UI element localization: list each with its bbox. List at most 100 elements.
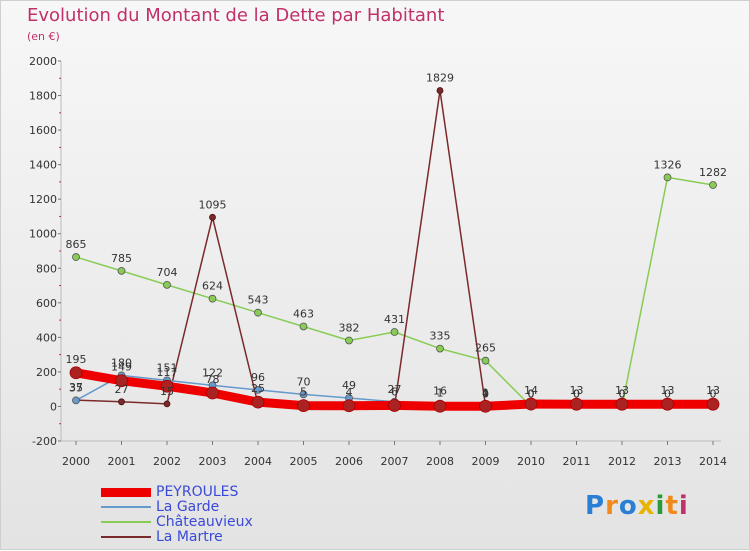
data-point-ch-teauvieux [390,328,399,336]
data-label-la-garde: 49 [342,379,356,392]
data-point-peyroules [115,374,128,388]
data-label-la-martre: 1829 [426,72,454,85]
data-label-la-garde: 27 [388,383,402,396]
y-tick-label: 1000 [29,228,57,241]
data-label-peyroules: 25 [251,382,265,395]
data-label-la-martre: 15 [160,385,174,398]
y-tick-label: -200 [32,435,57,448]
y-tick-label: 200 [36,366,57,379]
data-label-la-garde: 0 [664,387,671,400]
x-tick-label: 2007 [381,455,409,468]
data-point-peyroules [479,399,492,413]
data-point-peyroules [388,399,401,412]
data-point-peyroules [570,397,583,411]
data-label-la-garde: 0 [528,387,535,400]
legend-label: La Martre [156,529,223,545]
data-label-peyroules: 1 [437,386,444,399]
data-label-ch-teauvieux: 382 [339,321,360,334]
data-label-la-martre: 27 [115,383,129,396]
data-point-ch-teauvieux [254,308,262,317]
data-label-peyroules: 4 [346,386,353,399]
data-point-peyroules [342,399,356,413]
data-label-la-garde: 70 [297,375,311,388]
x-tick-label: 2005 [290,455,318,468]
logo-letter: P [585,491,606,521]
data-label-la-martre: 4 [482,387,489,400]
data-label-la-garde: 0 [482,387,489,400]
data-point-peyroules [615,397,629,411]
data-label-la-garde: 151 [157,361,178,374]
data-label-la-garde: 35 [69,381,83,394]
legend-swatch [101,536,151,538]
legend-swatch [101,521,151,523]
data-point-peyroules [251,395,265,409]
y-tick-label: 1800 [29,90,57,103]
data-label-peyroules: 117 [157,366,178,379]
y-tick-label: 2000 [29,55,57,68]
data-label-la-garde: 16 [433,385,447,398]
data-label-ch-teauvieux: 0 [619,387,626,400]
data-point-ch-teauvieux [709,181,717,189]
x-tick-label: 2008 [426,455,454,468]
data-label-peyroules: 78 [206,373,220,386]
x-tick-label: 2013 [654,455,682,468]
x-tick-label: 2003 [199,455,227,468]
data-point-ch-teauvieux [208,294,217,303]
y-tick-label: 1600 [29,124,57,137]
logo-letter: o [618,491,638,521]
data-point-la-martre [163,400,171,408]
data-label-la-garde: 122 [202,366,223,379]
logo-letter: i [678,491,689,521]
data-point-ch-teauvieux [163,280,171,289]
data-label-peyroules: 13 [706,384,720,397]
data-point-la-martre [209,213,216,221]
data-label-la-garde: 180 [111,356,132,369]
data-label-ch-teauvieux: 431 [384,313,405,326]
logo-letter: i [655,491,666,521]
y-tick-label: 600 [36,297,57,310]
data-label-peyroules: 6 [391,385,398,398]
series-line-la-martre [393,89,487,408]
data-label-peyroules: 13 [661,384,675,397]
data-label-peyroules: 14 [524,384,538,397]
x-tick-label: 2009 [472,455,500,468]
x-tick-label: 2010 [517,455,545,468]
data-label-ch-teauvieux: 0 [573,387,580,400]
data-label-ch-teauvieux: 543 [248,294,269,307]
data-point-peyroules [297,399,310,412]
data-label-peyroules: 13 [615,384,629,397]
data-point-ch-teauvieux [481,356,490,365]
x-tick-label: 2001 [108,455,136,468]
data-label-ch-teauvieux: 265 [475,342,496,355]
data-point-ch-teauvieux [299,322,308,331]
data-point-peyroules [69,366,83,380]
logo-letter: t [665,491,679,521]
data-label-ch-teauvieux: 865 [66,238,87,251]
data-point-ch-teauvieux [72,253,80,261]
data-label-peyroules: 149 [111,361,132,374]
data-label-la-garde: 0 [573,387,580,400]
data-point-la-garde [254,385,262,394]
data-point-la-garde [299,390,308,399]
data-label-ch-teauvieux: 1326 [654,158,682,171]
data-label-la-garde: 0 [710,387,717,400]
y-tick-label: 1200 [29,193,57,206]
x-tick-label: 2000 [62,455,90,468]
data-label-ch-teauvieux: 785 [111,252,132,265]
chart-subtitle: (en €) [27,30,60,43]
data-label-peyroules: 1 [482,386,489,399]
data-point-peyroules [206,386,219,400]
x-tick-label: 2014 [699,455,727,468]
data-label-la-martre: 1095 [199,198,227,211]
y-tick-label: 1400 [29,159,57,172]
proxiti-logo: Proxiti [585,491,689,521]
data-point-la-martre [436,87,444,94]
data-point-peyroules [706,397,720,411]
data-label-peyroules: 5 [300,386,307,399]
legend-label: La Garde [156,499,220,515]
data-label-ch-teauvieux: 704 [157,266,178,279]
data-label-la-martre: 37 [69,381,83,394]
data-point-peyroules [524,397,538,411]
legend-swatch [101,487,151,497]
chart-title: Evolution du Montant de la Dette par Hab… [27,5,445,26]
